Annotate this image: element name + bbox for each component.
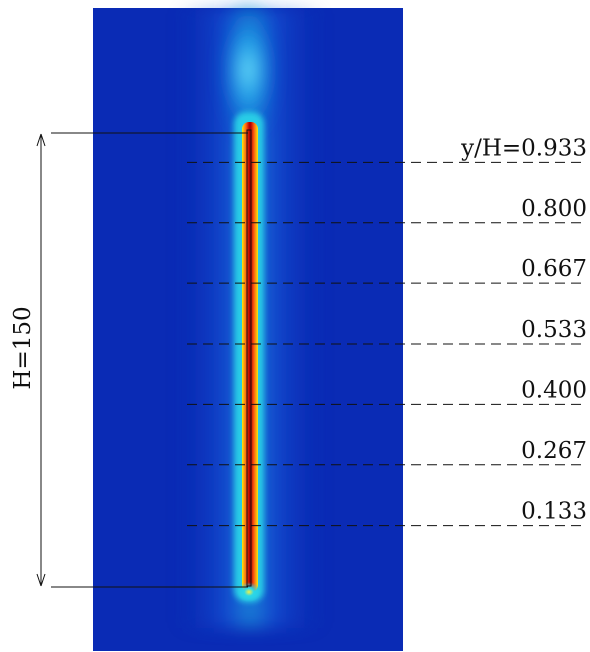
level-lines: y/H=0.933 0.800 0.667 0.533 0.400 0.267 0.133 [187,135,587,527]
jet-tip-glow [237,582,261,602]
upper-plume [216,0,280,145]
level-label-4: 0.400 [521,377,587,403]
jet-core [242,122,258,592]
level-label-1: 0.800 [521,196,587,222]
height-dimension: H=150 [10,132,248,588]
height-label: H=150 [10,306,36,389]
field-image [93,0,403,651]
top-arrowhead [36,133,46,147]
jet-wall-outline [246,129,252,587]
level-label-2: 0.667 [521,256,587,282]
level-label-3: 0.533 [521,317,587,343]
level-label-0: y/H=0.933 [460,135,587,161]
bottom-arrowhead [36,573,46,587]
level-label-6: 0.133 [521,499,587,525]
level-label-5: 0.267 [521,438,587,464]
